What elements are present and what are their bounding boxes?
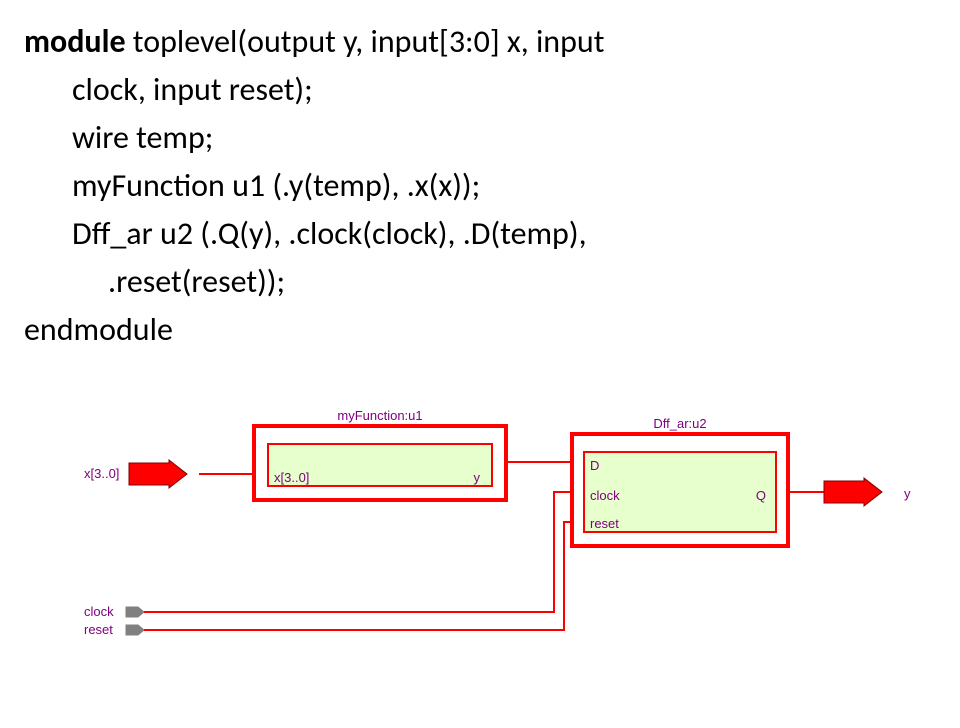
svg-text:x[3..0]: x[3..0] (274, 470, 309, 485)
code-line-2: clock, input reset); (24, 66, 936, 114)
code-line-1-rest: toplevel(output y, input[3:0] x, input (126, 22, 605, 61)
svg-text:myFunction:u1: myFunction:u1 (337, 408, 422, 423)
code-line-1: module toplevel(output y, input[3:0] x, … (24, 18, 936, 66)
schematic-diagram: x[3..0] myFunction:u1 x[3..0] y Dff_ar:u2 Dcl… (24, 382, 936, 642)
code-block: module toplevel(output y, input[3:0] x, … (24, 18, 936, 354)
svg-text:clock: clock (590, 488, 620, 503)
schematic-svg: x[3..0] myFunction:u1 x[3..0] y Dff_ar:u2 Dcl… (24, 382, 936, 642)
code-line-5: Dff_ar u2 (.Q(y), .clock(clock), .D(temp… (24, 210, 936, 258)
svg-text:clock: clock (84, 604, 114, 619)
svg-text:x[3..0]: x[3..0] (84, 466, 119, 481)
svg-text:y: y (904, 486, 911, 501)
code-line-6: .reset(reset)); (24, 258, 936, 306)
code-line-7: endmodule (24, 306, 936, 354)
svg-text:Dff_ar:u2: Dff_ar:u2 (653, 416, 706, 431)
svg-text:D: D (590, 458, 599, 473)
kw-module: module (24, 22, 126, 61)
svg-text:reset: reset (84, 622, 113, 637)
svg-text:Q: Q (756, 488, 766, 503)
svg-text:y: y (474, 470, 481, 485)
svg-text:reset: reset (590, 516, 619, 531)
code-line-4: myFunction u1 (.y(temp), .x(x)); (24, 162, 936, 210)
code-line-3: wire temp; (24, 114, 936, 162)
